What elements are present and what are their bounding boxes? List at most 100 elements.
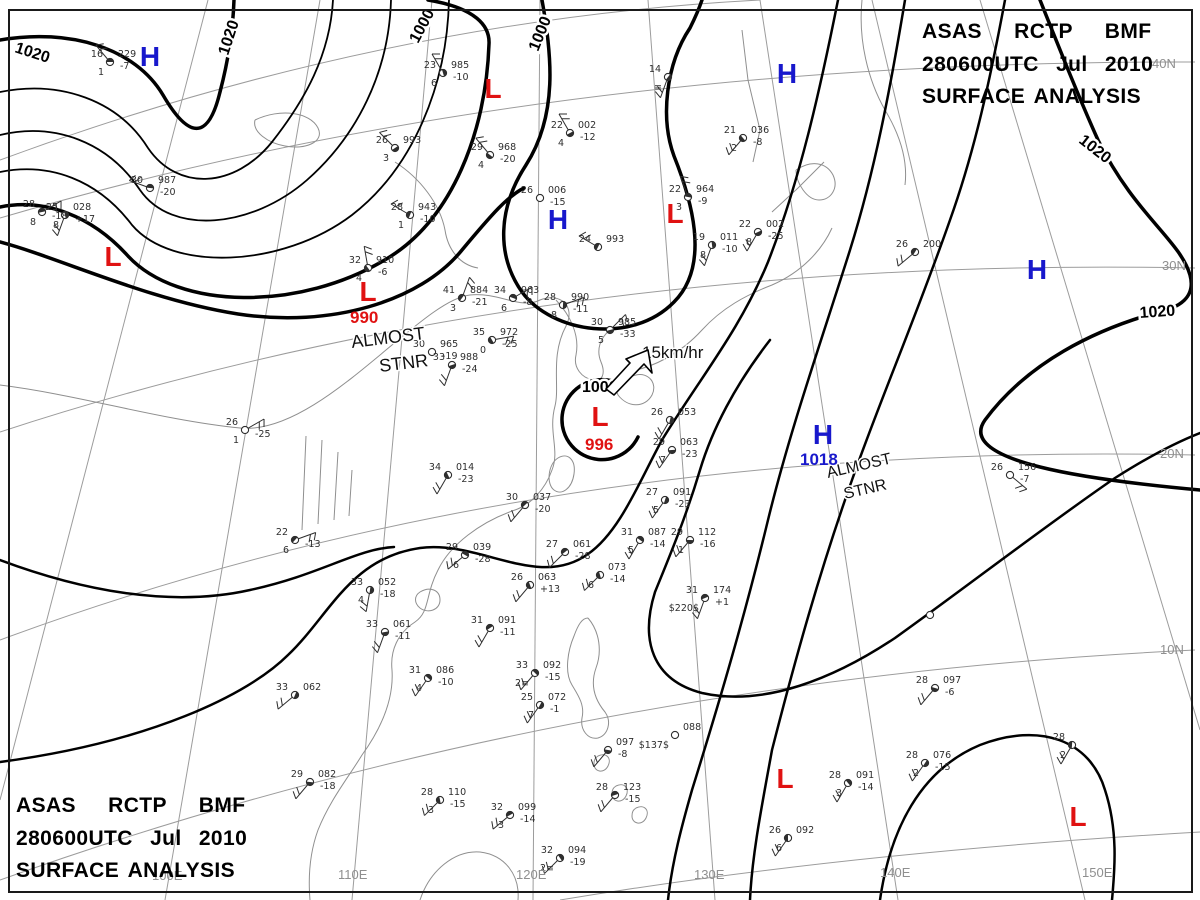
- isobar-label: 1020: [1139, 303, 1176, 322]
- station-extra: 2: [731, 143, 737, 154]
- station-plot: 35 972-25 0: [473, 327, 518, 356]
- cloud-cover-fill: [561, 548, 568, 555]
- wind-barb-tick: [440, 374, 447, 381]
- station-temperature: 26: [991, 462, 1003, 473]
- station-temperature: 41: [443, 285, 455, 296]
- cloud-cover-fill: [291, 536, 298, 543]
- wind-barb-tick: [477, 635, 483, 643]
- station-pressure: 002: [578, 120, 596, 131]
- station-plot: 073-14 6: [581, 562, 626, 591]
- isobar-line: [0, 0, 450, 259]
- station-pressure: 884: [470, 285, 488, 296]
- station-extra: 8: [746, 237, 752, 248]
- station-change: -18: [52, 211, 68, 222]
- wind-barb-tick: [832, 794, 838, 803]
- cloud-cover-fill: [784, 834, 789, 842]
- station-pressure: 963: [521, 285, 539, 296]
- station-pressure: 965: [440, 339, 458, 350]
- isobar-label: 1000: [407, 6, 439, 45]
- station-pressure: 076: [933, 750, 951, 761]
- coastline: [567, 617, 609, 739]
- wind-barb-tick: [583, 234, 591, 240]
- station-plot: 28 990-11 8: [544, 292, 589, 321]
- wind-barb-tick: [676, 544, 680, 553]
- station-change: -8: [618, 749, 627, 760]
- station-temperature: 28: [1053, 732, 1065, 743]
- station-plot: 28 110-15 3: [421, 787, 466, 816]
- isobar-line: [0, 545, 396, 599]
- station-change: -9: [698, 196, 707, 207]
- station-extra: ≡: [654, 82, 662, 93]
- station-plot: 19 011-10 8: [693, 232, 738, 266]
- wind-barb-tick: [578, 231, 587, 237]
- station-plot: 25 072-1 7: [521, 692, 566, 724]
- station-temperature: 32: [491, 802, 503, 813]
- station-extra: 6: [283, 545, 289, 556]
- coastline: [415, 588, 441, 612]
- station-temperature: 28: [829, 770, 841, 781]
- station-extra: 2: [913, 768, 919, 779]
- station-plot: 29 968-20 4: [471, 136, 516, 171]
- station-temperature: 28: [906, 750, 918, 761]
- station-pressure: 229: [118, 49, 136, 60]
- station-pressure: 993: [606, 234, 624, 245]
- station-extra: 3: [498, 820, 504, 831]
- station-pressure: 063: [680, 437, 698, 448]
- station-plot: 30 985-33 5: [591, 314, 636, 346]
- station-pressure: 006: [548, 185, 566, 196]
- isobar-line: [0, 0, 236, 131]
- station-change: -19: [570, 857, 586, 868]
- station-extra: 3: [450, 303, 456, 314]
- cloud-cover-fill: [381, 631, 389, 636]
- station-change: -18: [380, 589, 396, 600]
- wind-barb-tick: [411, 688, 416, 697]
- wind-barb-tick: [308, 534, 311, 543]
- wind-barb-tick: [512, 594, 517, 603]
- wind-barb-tick: [474, 639, 480, 648]
- station-temperature: 28: [421, 787, 433, 798]
- grid-label: 10N: [1160, 642, 1184, 657]
- station-plot: 31 174+1 $220$: [669, 585, 731, 619]
- station-plot: 26 200: [896, 239, 941, 267]
- wind-barb-tick: [545, 861, 549, 870]
- station-temperature: 33: [351, 577, 363, 588]
- cloud-cover-fill: [436, 796, 441, 804]
- wind-barb-tick: [729, 142, 733, 151]
- cloud-cover-fill: [596, 571, 601, 579]
- station-temperature: 22: [669, 184, 681, 195]
- wind-barb-tick: [725, 147, 730, 156]
- station-pressure: 943: [418, 202, 436, 213]
- station-temperature: 25: [46, 202, 58, 213]
- wind-barb-tick: [491, 821, 494, 830]
- station-temperature: 28: [544, 292, 556, 303]
- station-change: +17: [75, 214, 95, 225]
- graticule-line: [559, 831, 1200, 900]
- cloud-cover-fill: [669, 416, 674, 424]
- cloud-cover-fill: [604, 749, 612, 754]
- station-circle-icon: [427, 347, 437, 357]
- station-extra: 0: [480, 345, 486, 356]
- cloud-cover-fill: [293, 691, 299, 699]
- station-extra: 4: [416, 683, 422, 694]
- annotation-text: STNR: [842, 477, 888, 503]
- station-pressure: 086: [436, 665, 454, 676]
- station-change: -25: [768, 231, 784, 242]
- cloud-cover-fill: [663, 496, 669, 504]
- cloud-cover-fill: [711, 241, 716, 249]
- station-extra: $220$: [669, 603, 699, 614]
- station-plot: 29 063-23 7: [653, 437, 698, 469]
- cloud-cover-fill: [369, 586, 374, 594]
- grid-label: 20N: [1160, 446, 1184, 461]
- cloud-cover-fill: [425, 674, 432, 681]
- station-plot: 16 229-7 1: [91, 43, 136, 78]
- station-change: -11: [395, 631, 411, 642]
- wind-barb-tick: [390, 199, 399, 205]
- wind-barb-tick: [835, 790, 841, 798]
- low-center-marker: L: [104, 241, 121, 272]
- wind-barb-tick: [896, 258, 899, 267]
- isobar-line: [502, 0, 704, 331]
- wind-barb-tick: [921, 692, 925, 701]
- chart-datetime-line: 280600UTC Jul 2010: [16, 826, 248, 850]
- station-plot: 23 985-10 6: [424, 53, 469, 89]
- cloud-cover-fill: [931, 687, 939, 692]
